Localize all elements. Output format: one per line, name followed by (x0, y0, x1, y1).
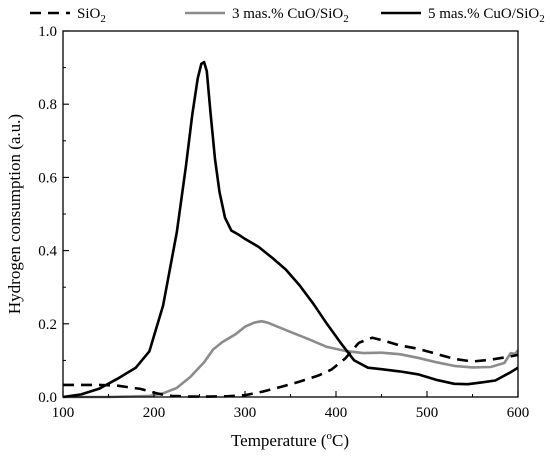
x-tick-label: 400 (325, 405, 348, 421)
x-tick-label: 100 (52, 405, 75, 421)
legend-label-subscript: 2 (100, 13, 106, 25)
legend-label-text: 3 mas.% CuO/SiO (232, 6, 343, 22)
y-tick-label: 0.4 (38, 244, 57, 260)
legend-label: SiO2 (77, 6, 106, 25)
legend-label: 5 mas.% CuO/SiO2 (428, 6, 545, 25)
x-axis-title-unit: C) (332, 431, 349, 450)
x-axis-title: Temperature (oC) (231, 430, 349, 450)
y-tick-label: 0.0 (38, 390, 57, 406)
legend: SiO2 3 mas.% CuO/SiO2 5 mas.% CuO/SiO2 (30, 6, 545, 25)
x-axis-title-degree: o (327, 430, 333, 442)
legend-label-subscript: 2 (343, 13, 349, 25)
y-tick-label: 0.6 (38, 170, 57, 186)
y-tick-label: 1.0 (38, 24, 57, 40)
x-tick-label: 200 (143, 405, 166, 421)
x-tick-label: 600 (507, 405, 530, 421)
series-line-1 (63, 336, 519, 398)
series-line-2 (63, 319, 520, 399)
legend-label-subscript: 2 (539, 13, 545, 25)
x-tick-label: 500 (416, 405, 439, 421)
y-tick-label: 0.2 (38, 317, 57, 333)
legend-label: 3 mas.% CuO/SiO2 (232, 6, 349, 25)
legend-label-text: 5 mas.% CuO/SiO (428, 6, 539, 22)
plot-frame (62, 30, 519, 398)
plot-series (62, 60, 520, 399)
legend-label-text: SiO (77, 6, 101, 22)
axes: 100 200 300 400 500 600 0.0 0.2 0.4 0.6 0.8 1.0 (38, 24, 529, 421)
x-tick-label: 300 (234, 405, 257, 421)
y-tick-label: 0.8 (38, 97, 57, 113)
series-line-3 (62, 60, 519, 399)
y-axis-title: Hydrogen consumption (a.u.) (5, 114, 24, 314)
